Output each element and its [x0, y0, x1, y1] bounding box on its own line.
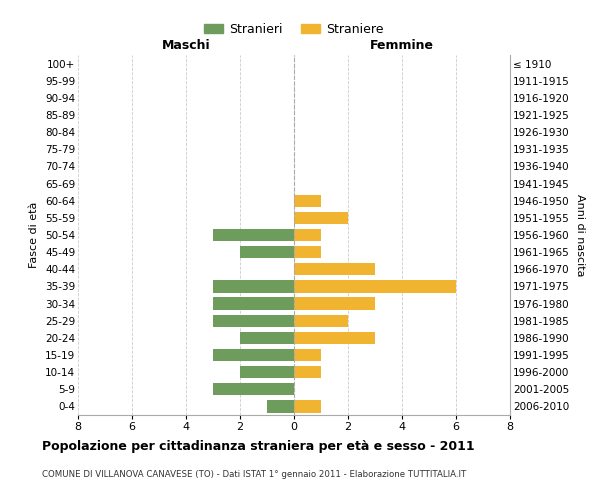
- Text: Femmine: Femmine: [370, 38, 434, 52]
- Bar: [294, 349, 321, 361]
- Y-axis label: Fasce di età: Fasce di età: [29, 202, 40, 268]
- Text: Maschi: Maschi: [161, 38, 211, 52]
- Bar: [240, 246, 294, 258]
- Bar: [294, 298, 375, 310]
- Bar: [294, 263, 375, 276]
- Bar: [294, 280, 456, 292]
- Bar: [213, 349, 294, 361]
- Bar: [267, 400, 294, 412]
- Bar: [213, 383, 294, 396]
- Bar: [294, 332, 375, 344]
- Bar: [294, 400, 321, 412]
- Bar: [294, 366, 321, 378]
- Bar: [213, 229, 294, 241]
- Bar: [213, 298, 294, 310]
- Bar: [294, 246, 321, 258]
- Text: COMUNE DI VILLANOVA CANAVESE (TO) - Dati ISTAT 1° gennaio 2011 - Elaborazione TU: COMUNE DI VILLANOVA CANAVESE (TO) - Dati…: [42, 470, 466, 479]
- Bar: [213, 314, 294, 327]
- Bar: [294, 212, 348, 224]
- Bar: [294, 314, 348, 327]
- Bar: [240, 332, 294, 344]
- Bar: [240, 366, 294, 378]
- Bar: [294, 229, 321, 241]
- Bar: [213, 280, 294, 292]
- Legend: Stranieri, Straniere: Stranieri, Straniere: [199, 18, 389, 41]
- Bar: [294, 194, 321, 207]
- Text: Popolazione per cittadinanza straniera per età e sesso - 2011: Popolazione per cittadinanza straniera p…: [42, 440, 475, 453]
- Y-axis label: Anni di nascita: Anni di nascita: [575, 194, 585, 276]
